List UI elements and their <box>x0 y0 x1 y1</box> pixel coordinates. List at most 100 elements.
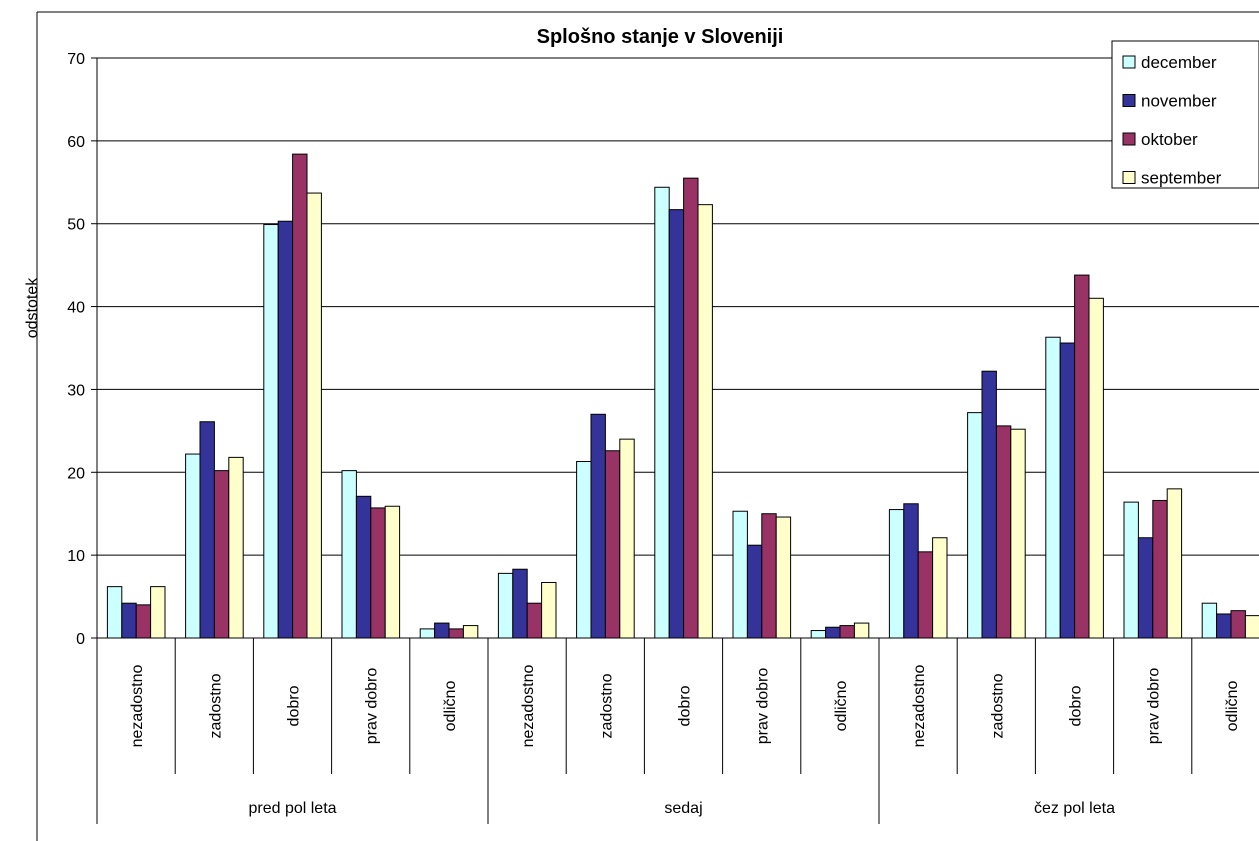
legend-swatch-november <box>1122 94 1136 107</box>
bar-oktober <box>917 551 934 639</box>
y-tick-label: 0 <box>76 631 85 648</box>
bar-oktober <box>995 425 1012 639</box>
legend-swatch-oktober <box>1122 132 1136 146</box>
bar-december <box>263 224 279 639</box>
bar-oktober <box>1074 274 1090 639</box>
bar-november <box>590 413 606 639</box>
y-tick-label: 10 <box>67 548 85 565</box>
bar-november <box>746 544 763 639</box>
bar-december <box>967 412 983 639</box>
y-tick-label: 40 <box>67 300 85 317</box>
bar-september <box>853 622 870 639</box>
bar-oktober <box>213 470 230 639</box>
bar-december <box>1123 501 1139 639</box>
legend-swatch-december <box>1122 55 1136 69</box>
bar-oktober <box>135 604 152 639</box>
legend-label-november: november <box>1141 92 1217 111</box>
bar-september <box>1166 488 1183 639</box>
bar-december <box>185 453 201 639</box>
y-tick-label: 20 <box>67 465 85 482</box>
bar-november <box>434 622 450 639</box>
bar-december <box>1201 602 1218 639</box>
x-category-label: zadostno <box>207 673 224 738</box>
x-category-label: prav dobro <box>1146 668 1163 745</box>
labels-layer: 0 10 20 30 40 50 60 70 nezadostno zadostno dobro pr… <box>67 51 1241 817</box>
x-group-label: pred pol leta <box>248 800 336 817</box>
legend-swatch-september <box>1122 171 1136 184</box>
bar-november <box>825 626 841 639</box>
bar-oktober <box>370 507 386 639</box>
y-axis-label: odstotek <box>24 277 41 338</box>
y-tick-label: 60 <box>67 134 85 151</box>
x-group-label: čez pol leta <box>1034 800 1115 817</box>
legend-box <box>1111 40 1259 189</box>
bar-december <box>732 510 748 639</box>
bar-november <box>668 209 685 639</box>
bar-september <box>1244 615 1259 639</box>
bar-oktober <box>683 177 699 639</box>
x-category-label: odlično <box>442 681 459 732</box>
x-category-label: dobro <box>1068 685 1085 726</box>
y-tick-label: 70 <box>67 51 85 68</box>
bar-oktober <box>1230 610 1246 639</box>
bar-december <box>106 586 123 639</box>
bar-september <box>1088 297 1104 639</box>
x-category-label: nezadostno <box>911 665 928 748</box>
bar-november <box>355 495 372 639</box>
bar-december <box>1045 336 1061 639</box>
bars-layer <box>106 153 1259 639</box>
bar-september <box>1010 428 1026 639</box>
bar-september <box>619 438 635 639</box>
bar-oktober <box>1152 499 1168 639</box>
bar-november <box>981 370 997 639</box>
x-category-label: prav dobro <box>364 668 381 745</box>
bar-oktober <box>526 602 543 639</box>
x-category-label: nezadostno <box>520 665 537 748</box>
bar-november <box>121 602 137 639</box>
bar-september <box>228 456 244 639</box>
bar-september <box>306 192 322 639</box>
bar-november <box>1216 613 1232 639</box>
x-group-label: sedaj <box>664 800 702 817</box>
bar-september <box>462 625 479 639</box>
x-category-label: odlično <box>833 681 850 732</box>
bar-oktober <box>761 513 777 639</box>
bar-december <box>419 628 436 639</box>
x-category-label: odlično <box>1224 681 1241 732</box>
bar-december <box>341 470 357 639</box>
x-category-label: zadostno <box>598 673 615 738</box>
legend-label-december: december <box>1141 53 1217 72</box>
bar-november <box>277 220 294 639</box>
bar-november <box>199 421 215 639</box>
bar-oktober <box>448 628 464 639</box>
bar-december <box>888 509 905 639</box>
bar-december <box>810 630 827 639</box>
bar-december <box>497 572 514 639</box>
bar-november <box>512 568 528 639</box>
bar-oktober <box>839 625 855 639</box>
chart-title: Splošno stanje v Sloveniji <box>537 26 784 48</box>
y-tick-label: 30 <box>67 382 85 399</box>
bar-december <box>654 186 670 639</box>
bar-oktober <box>604 450 621 639</box>
legend: december november oktober september <box>1111 40 1259 189</box>
bar-september <box>384 505 401 639</box>
x-category-label: dobro <box>677 685 694 726</box>
x-category-label: dobro <box>286 685 303 726</box>
bar-september <box>150 586 166 639</box>
bar-september <box>541 581 557 639</box>
legend-label-september: september <box>1141 169 1222 188</box>
bar-december <box>576 461 592 639</box>
y-tick-label: 50 <box>67 217 85 234</box>
bar-september <box>697 204 713 639</box>
axes-layer <box>91 57 1259 824</box>
bar-november <box>903 503 919 639</box>
bar-september <box>775 516 792 639</box>
bar-november <box>1137 537 1154 639</box>
bar-september <box>932 537 948 639</box>
bar-oktober <box>292 153 308 639</box>
x-category-label: zadostno <box>989 673 1006 738</box>
x-category-label: nezadostno <box>129 665 146 748</box>
bar-november <box>1059 342 1076 639</box>
